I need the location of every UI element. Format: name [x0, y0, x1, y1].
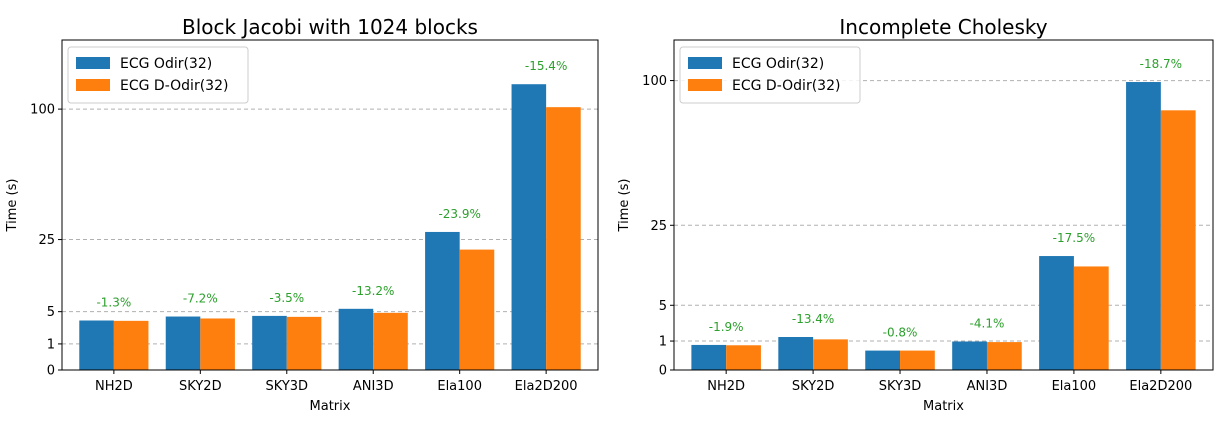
- y-tick-label: 1: [47, 337, 55, 352]
- x-tick-label: ANI3D: [353, 379, 394, 394]
- data-label: -1.3%: [96, 296, 131, 310]
- bar-ecg-odir-32--sky3d: [865, 350, 901, 370]
- x-tick-label: ANI3D: [967, 379, 1008, 394]
- x-tick-label: Ela2D200: [515, 379, 578, 394]
- y-tick-label: 25: [650, 219, 667, 234]
- chart-block-jacobi-svg: Block Jacobi with 1024 blocks 0 1 5 25 100 -1.…: [5, 15, 599, 414]
- y-tick-label: 5: [659, 299, 667, 314]
- bar-ecg-odir-32--nh2d: [691, 344, 727, 370]
- x-axis-label: Matrix: [923, 399, 964, 414]
- bar-ecg-d-odir-32--ela2d200: [1160, 110, 1196, 371]
- bar-ecg-odir-32--sky3d: [252, 315, 287, 370]
- bar-ecg-d-odir-32--ela100: [1073, 266, 1109, 370]
- legend-swatch: [688, 79, 722, 91]
- legend-box: [679, 46, 861, 104]
- chart-title: Block Jacobi with 1024 blocks: [182, 15, 478, 39]
- bar-ecg-odir-32--ela2d200: [1126, 82, 1161, 370]
- y-tick-label: 5: [47, 305, 55, 320]
- bar-ecg-d-odir-32--ela2d200: [546, 107, 581, 370]
- legend-label: ECG D-Odir(32): [732, 78, 840, 94]
- data-label: -13.4%: [792, 312, 834, 326]
- data-label: -3.5%: [269, 291, 304, 305]
- chart-incomplete-cholesky: Incomplete Cholesky 0 1 5 25 100 -1.9% -13.4% -0…: [612, 0, 1225, 426]
- data-label: -17.5%: [1053, 231, 1095, 245]
- bar-ecg-odir-32--nh2d: [79, 320, 114, 370]
- bar-ecg-odir-32--ela2d200: [511, 84, 547, 371]
- legend-box: [67, 46, 249, 104]
- legend-label: ECG D-Odir(32): [120, 78, 228, 94]
- data-label: -0.8%: [883, 326, 918, 340]
- bar-ecg-d-odir-32--ani3d: [373, 312, 408, 370]
- x-tick-label: Ela2D200: [1129, 379, 1192, 394]
- x-tick-label: NH2D: [707, 379, 745, 394]
- bar-ecg-d-odir-32--ela100: [459, 249, 495, 370]
- legend-swatch: [76, 57, 110, 69]
- plot-frame: [61, 39, 599, 371]
- y-tick-label: 25: [38, 233, 55, 248]
- data-label: -23.9%: [438, 207, 480, 221]
- plot-frame: [673, 39, 1214, 371]
- y-tick-label: 100: [30, 103, 55, 118]
- bar-ecg-d-odir-32--nh2d: [113, 320, 149, 370]
- bar-ecg-odir-32--sky2d: [778, 337, 814, 370]
- legend-swatch: [688, 57, 722, 69]
- data-label: -7.2%: [183, 292, 218, 306]
- x-axis-label: Matrix: [310, 399, 351, 414]
- y-axis-label: Time (s): [5, 179, 20, 233]
- y-tick-label: 100: [642, 74, 667, 89]
- legend-swatch: [76, 79, 110, 91]
- bar-ecg-d-odir-32--nh2d: [726, 345, 761, 370]
- data-label: -4.1%: [970, 316, 1005, 330]
- x-tick-label: SKY3D: [879, 379, 922, 394]
- legend-label: ECG Odir(32): [732, 56, 824, 72]
- data-label: -18.7%: [1140, 57, 1182, 71]
- data-label: -15.4%: [525, 59, 567, 73]
- chart-title: Incomplete Cholesky: [839, 15, 1047, 39]
- x-tick-label: SKY3D: [266, 379, 309, 394]
- bar-ecg-d-odir-32--sky2d: [200, 318, 235, 370]
- bar-ecg-d-odir-32--sky3d: [900, 350, 935, 370]
- chart-block-jacobi: Block Jacobi with 1024 blocks 0 1 5 25 100 -1.…: [0, 0, 612, 426]
- x-tick-label: NH2D: [95, 379, 133, 394]
- y-tick-label: 1: [659, 335, 667, 350]
- data-label: -13.2%: [352, 284, 394, 298]
- bar-ecg-d-odir-32--sky3d: [286, 316, 322, 370]
- data-label: -1.9%: [709, 320, 744, 334]
- bar-ecg-odir-32--ela100: [425, 231, 460, 370]
- chart-incomplete-cholesky-svg: Incomplete Cholesky 0 1 5 25 100 -1.9% -13.4% -0…: [617, 15, 1214, 414]
- bar-ecg-odir-32--ani3d: [338, 308, 374, 370]
- bar-ecg-odir-32--ela100: [1039, 256, 1074, 370]
- bar-ecg-d-odir-32--ani3d: [986, 342, 1022, 370]
- bar-ecg-odir-32--sky2d: [165, 316, 201, 370]
- x-tick-label: SKY2D: [179, 379, 222, 394]
- legend-label: ECG Odir(32): [120, 56, 212, 72]
- y-axis-label: Time (s): [617, 179, 632, 233]
- y-tick-label: 0: [659, 364, 667, 379]
- x-tick-label: Ela100: [437, 379, 482, 394]
- bar-ecg-odir-32--ani3d: [952, 341, 987, 370]
- y-tick-label: 0: [47, 364, 55, 379]
- x-tick-label: Ela100: [1052, 379, 1097, 394]
- x-tick-label: SKY2D: [792, 379, 835, 394]
- bar-ecg-d-odir-32--sky2d: [813, 339, 848, 370]
